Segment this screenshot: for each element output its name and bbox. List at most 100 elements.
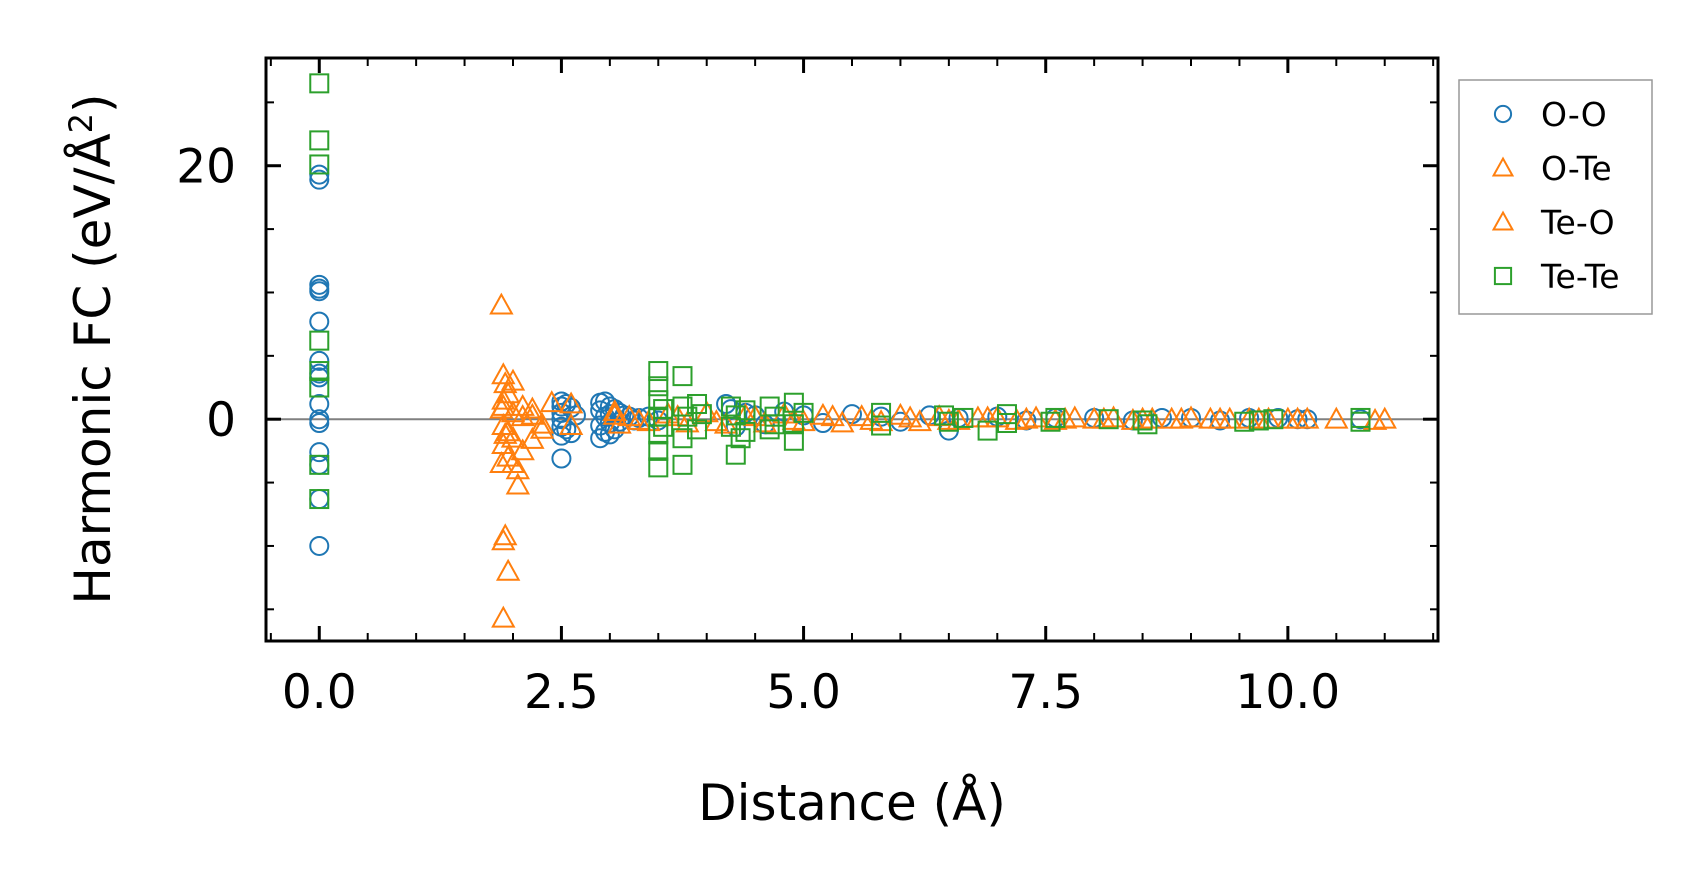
data-point — [558, 412, 584, 435]
data-point — [309, 413, 330, 434]
data-point — [672, 366, 693, 387]
data-point — [309, 311, 330, 332]
data-point — [539, 390, 564, 413]
data-point — [309, 361, 330, 382]
data-point — [1169, 406, 1194, 429]
data-point — [551, 448, 572, 469]
x-tick-label: 7.5 — [1008, 665, 1083, 720]
data-point — [1207, 406, 1233, 429]
data-point — [309, 281, 330, 302]
data-point — [309, 169, 330, 190]
x-tick-label: 5.0 — [766, 665, 841, 720]
data-point — [529, 411, 555, 434]
data-point — [648, 361, 669, 382]
data-point — [868, 409, 894, 432]
data-point — [510, 404, 535, 427]
data-point — [648, 457, 669, 478]
y-tick-label: 0 — [206, 393, 236, 448]
plot-frame — [264, 56, 1440, 643]
data-point — [1248, 410, 1269, 431]
data-point — [713, 411, 739, 434]
legend-marker — [1491, 156, 1515, 177]
data-point — [648, 376, 669, 397]
data-point — [309, 154, 330, 175]
data-point — [725, 444, 746, 465]
data-point — [1045, 407, 1066, 428]
data-point — [309, 454, 330, 475]
data-point — [1130, 406, 1155, 429]
data-point — [996, 413, 1017, 434]
data-point — [309, 489, 330, 510]
y-tick-label: 20 — [176, 140, 236, 195]
data-point — [735, 421, 756, 442]
data-point — [558, 391, 584, 414]
data-point — [556, 419, 577, 440]
data-point — [495, 558, 521, 581]
data-point — [977, 420, 998, 441]
data-point — [672, 396, 693, 417]
data-point — [505, 457, 531, 480]
data-point — [759, 419, 780, 440]
data-point — [830, 410, 855, 433]
data-point — [500, 425, 526, 448]
data-point — [781, 407, 807, 430]
data-point — [648, 440, 669, 461]
data-point — [653, 416, 674, 437]
data-point — [489, 292, 514, 315]
data-point — [529, 416, 555, 439]
data-point — [907, 409, 933, 432]
data-point — [871, 415, 892, 436]
data-point — [491, 528, 516, 551]
data-point — [602, 399, 627, 422]
data-point — [730, 428, 751, 449]
legend-entry: O-Te — [1491, 149, 1612, 188]
data-point — [500, 400, 526, 423]
data-point — [1014, 406, 1039, 429]
data-point — [495, 381, 521, 404]
data-point — [520, 396, 545, 419]
legend-label: O-O — [1541, 95, 1607, 134]
data-point — [793, 402, 814, 423]
data-point — [1350, 407, 1371, 428]
data-point — [309, 442, 330, 463]
legend-label: Te-Te — [1540, 257, 1620, 296]
data-point — [309, 330, 330, 351]
data-point — [871, 402, 892, 423]
data-point — [309, 73, 330, 94]
data-point — [309, 535, 330, 556]
data-point — [897, 405, 923, 428]
legend-entry: Te-O — [1491, 203, 1615, 242]
data-point — [309, 350, 330, 371]
legend-label: O-Te — [1541, 149, 1612, 188]
data-point — [648, 424, 669, 445]
data-point — [309, 164, 330, 185]
x-tick-label: 0.0 — [282, 665, 357, 720]
data-point — [599, 424, 620, 445]
data-point — [491, 393, 516, 416]
data-point — [495, 419, 521, 442]
data-point — [505, 472, 531, 495]
data-point — [735, 400, 756, 421]
data-point — [1132, 410, 1153, 431]
data-point — [602, 402, 627, 425]
data-point — [617, 404, 642, 427]
x-tick-label: 10.0 — [1236, 665, 1341, 720]
data-point — [500, 368, 526, 391]
data-point — [500, 451, 526, 473]
data-point — [510, 438, 535, 461]
legend-frame — [1458, 79, 1653, 315]
data-point — [309, 393, 330, 414]
data-point — [1263, 409, 1284, 430]
data-point — [1285, 406, 1310, 429]
data-point — [1210, 410, 1231, 431]
data-point — [590, 428, 611, 449]
legend-label: Te-O — [1540, 203, 1615, 242]
data-point — [672, 454, 693, 475]
data-point — [975, 405, 1000, 428]
data-point — [820, 404, 845, 427]
data-point — [309, 377, 330, 398]
data-point — [691, 404, 712, 425]
legend-marker — [1493, 266, 1513, 286]
